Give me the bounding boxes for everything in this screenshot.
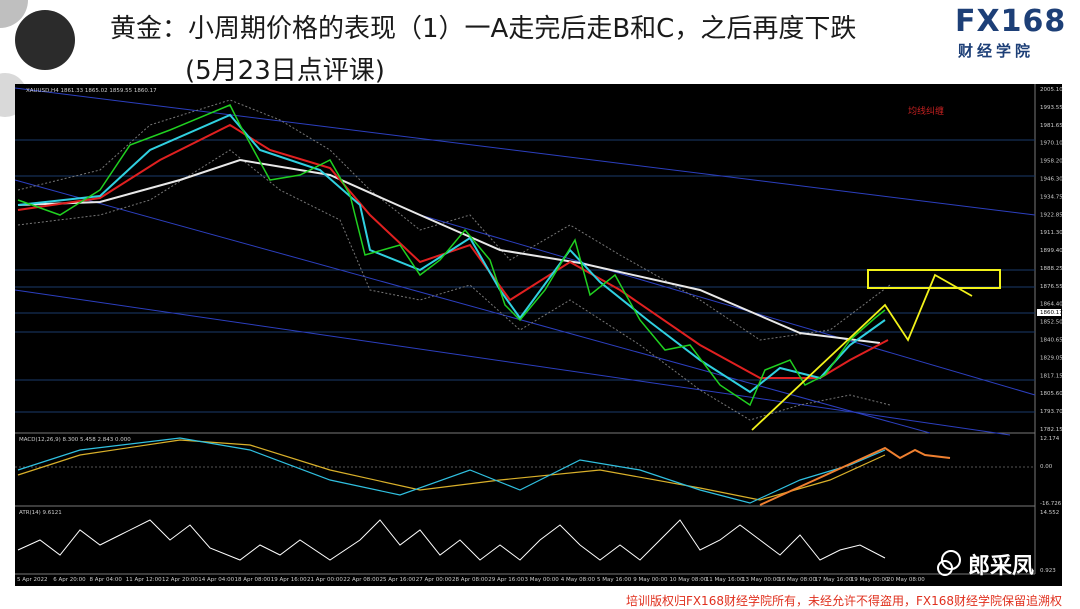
deco-circle [0, 0, 28, 28]
logo: FX168 [955, 4, 1067, 39]
chart-area [15, 84, 1062, 586]
price-label: 1876.55 [1040, 284, 1063, 290]
current-price-bg [1037, 309, 1061, 316]
date-label: 6 Apr 20:00 [53, 577, 86, 583]
date-label: 9 May 00:00 [633, 577, 668, 583]
horizontal-levels [15, 139, 1035, 413]
price-label: 1840.65 [1040, 338, 1063, 344]
macd-label: 0.00 [1040, 464, 1053, 470]
watermark: 郎采凤 [968, 554, 1035, 579]
macd-label: -16.726 [1040, 501, 1062, 507]
price-label: 1864.40 [1040, 302, 1063, 308]
macd-signal [17, 439, 886, 501]
price-label: 1922.85 [1040, 212, 1063, 218]
symbol-info: XAUUSD,H4 1861.33 1865.02 1859.55 1860.1… [26, 88, 157, 94]
date-label: 13 May 00:00 [742, 577, 780, 583]
date-label: 22 Apr 08:00 [343, 577, 379, 583]
price-label: 1888.25 [1040, 266, 1063, 272]
date-label: 16 May 08:00 [778, 577, 816, 583]
atr-label: 0.923 [1040, 568, 1056, 574]
date-label: 21 Apr 00:00 [307, 577, 343, 583]
date-label: 8 Apr 04:00 [90, 577, 123, 583]
price-label: 1852.50 [1040, 320, 1063, 326]
atr-label: 14.552 [1040, 510, 1059, 516]
date-label: 18 Apr 08:00 [235, 577, 271, 583]
price-label: 1970.10 [1040, 141, 1063, 147]
atr-line [17, 519, 886, 561]
date-label: 17 May 16:00 [815, 577, 853, 583]
date-label: 19 Apr 16:00 [271, 577, 307, 583]
ma-slow [17, 158, 881, 344]
date-label: 3 May 00:00 [525, 577, 560, 583]
price-label: 1911.30 [1040, 230, 1063, 236]
band-lower [17, 149, 891, 421]
price-label: 1958.20 [1040, 159, 1063, 165]
trend-lines [14, 87, 1036, 436]
price-label: 1981.65 [1040, 123, 1063, 129]
wechat-icon [937, 550, 961, 576]
date-label: 28 Apr 08:00 [452, 577, 488, 583]
slide-subtitle: (5月23日点评课) [185, 56, 385, 86]
date-label: 20 May 08:00 [887, 577, 925, 583]
date-label: 29 Apr 16:00 [488, 577, 524, 583]
footer: 培训版权归FX168财经学院所有，未经允许不得盗用，FX168财经学院保留追溯权 [625, 594, 1062, 608]
macd-info: MACD(12,26,9) 8.300 5.458 2.843 0.000 [19, 437, 131, 443]
price-label: 1782.15 [1040, 427, 1063, 433]
price-label: 1817.15 [1040, 373, 1063, 379]
date-label: 12 Apr 20:00 [162, 577, 198, 583]
price-label: 1934.75 [1040, 194, 1063, 200]
atr-info: ATR(14) 9.6121 [19, 510, 62, 516]
price-label: 1793.70 [1040, 409, 1063, 415]
macd-label: 12.174 [1040, 436, 1060, 442]
macd-arrows [759, 446, 951, 506]
price-label: 1946.30 [1040, 176, 1063, 182]
price-label: 1899.40 [1040, 248, 1063, 254]
date-label: 4 May 08:00 [561, 577, 596, 583]
price-label: 1805.60 [1040, 391, 1063, 397]
price-label: 2005.10 [1040, 87, 1063, 93]
date-label: 25 Apr 16:00 [380, 577, 416, 583]
date-label: 11 Apr 12:00 [126, 577, 162, 583]
ma-mid [17, 123, 889, 379]
price-trace [17, 104, 886, 407]
logo-subtitle: 财经学院 [958, 42, 1035, 60]
target-box [867, 269, 1001, 289]
deco-circle [15, 10, 75, 70]
date-label: 14 Apr 04:00 [198, 577, 234, 583]
current-price: 1860.17 [1040, 310, 1063, 316]
price-label: 1993.55 [1040, 105, 1063, 111]
macd-line [17, 437, 886, 504]
date-label: 27 Apr 00:00 [416, 577, 452, 583]
slide-title: 黄金：小周期价格的表现（1）一A走完后走B和C，之后再度下跌 [110, 14, 857, 44]
date-label: 19 May 00:00 [851, 577, 889, 583]
date-label: 5 May 16:00 [597, 577, 632, 583]
date-label: 10 May 08:00 [670, 577, 708, 583]
date-label: 5 Apr 2022 [17, 577, 48, 583]
date-label: 11 May 16:00 [706, 577, 744, 583]
wave-arrows [751, 273, 973, 431]
price-label: 1829.05 [1040, 355, 1063, 361]
annotation: 均线纠缠 [908, 105, 944, 117]
band-upper [17, 99, 891, 341]
